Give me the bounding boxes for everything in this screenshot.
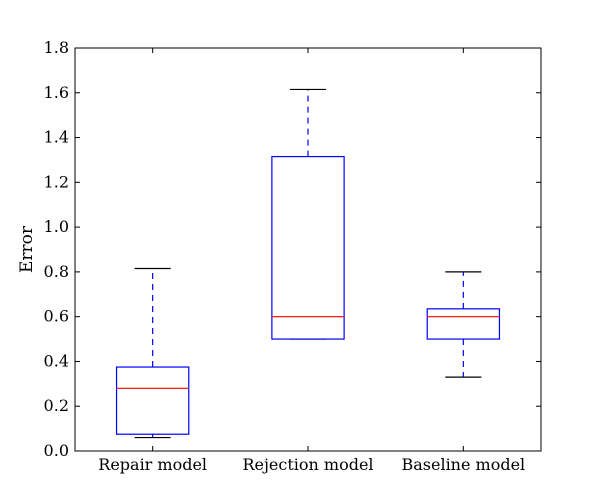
- box-iqr: [271, 155, 345, 340]
- y-tick-label: 1.8: [44, 38, 69, 57]
- boxes: [115, 88, 501, 439]
- y-tick-label: 1.2: [44, 172, 69, 191]
- box-1: [115, 267, 190, 439]
- box-3: [426, 271, 501, 378]
- x-tick-label: Baseline model: [401, 455, 525, 474]
- y-tick-label: 1.4: [44, 128, 69, 147]
- box-iqr: [115, 366, 190, 435]
- y-axis: 0.0 0.2 0.4 0.6 0.8 1.0 1.2 1.4 1.6 1.8: [44, 38, 541, 460]
- x-tick-label: Rejection model: [242, 455, 373, 474]
- x-tick-label: Repair model: [98, 455, 207, 474]
- x-axis: Repair model Rejection model Baseline mode…: [98, 48, 525, 474]
- y-tick-label: 0.2: [44, 396, 69, 415]
- y-tick-label: 1.6: [44, 83, 69, 102]
- y-tick-label: 0.0: [44, 441, 69, 460]
- y-axis-label: Error: [17, 225, 37, 273]
- box-iqr: [426, 308, 501, 340]
- y-tick-label: 0.8: [44, 262, 69, 281]
- box-2: [271, 88, 345, 340]
- y-tick-label: 1.0: [44, 217, 69, 236]
- y-tick-label: 0.6: [44, 307, 69, 326]
- y-tick-label: 0.4: [44, 351, 69, 370]
